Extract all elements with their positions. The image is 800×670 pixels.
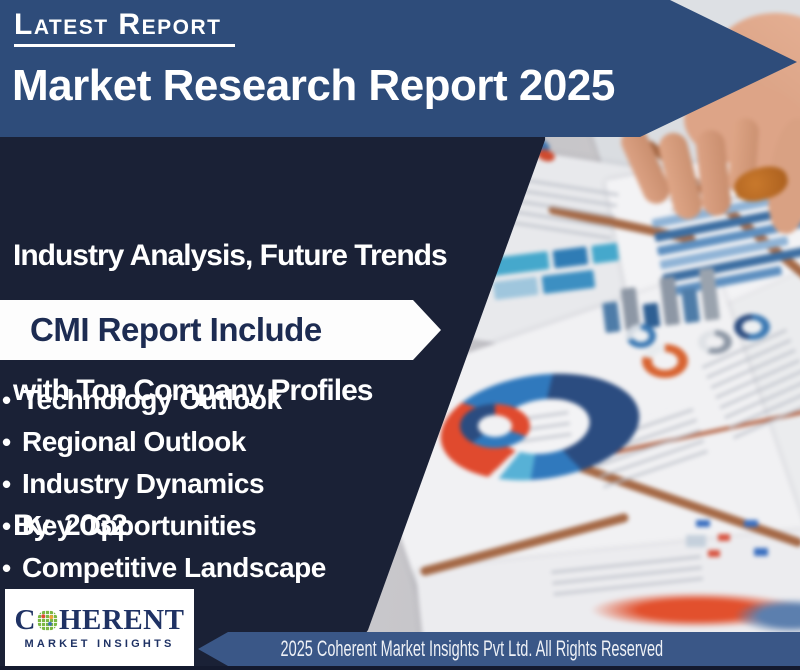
bar bbox=[552, 246, 589, 269]
bottom-strip bbox=[0, 666, 800, 670]
copyright-text: 2025 Coherent Market Insights Pvt Ltd. A… bbox=[280, 636, 663, 661]
chart-legend-marks bbox=[744, 520, 758, 527]
pie-icon bbox=[642, 344, 688, 378]
bar bbox=[659, 276, 681, 326]
bar bbox=[681, 287, 701, 324]
page-title: Market Research Report 2025 bbox=[12, 61, 615, 110]
chart-legend-marks bbox=[718, 534, 730, 541]
pie-icon bbox=[626, 324, 656, 348]
logo-wordmark: C HERENT bbox=[15, 605, 185, 635]
chart-legend-marks bbox=[754, 548, 768, 556]
donut-chart-small bbox=[460, 404, 530, 448]
bar bbox=[698, 267, 721, 321]
pie-icon bbox=[698, 330, 732, 354]
pie-icon bbox=[734, 314, 770, 340]
logo-tagline: MARKET INSIGHTS bbox=[24, 638, 175, 650]
chart-legend-marks bbox=[686, 535, 706, 547]
bar bbox=[591, 242, 620, 264]
coherent-logo: C HERENT MARKET INSIGHTS bbox=[5, 589, 194, 666]
chart-legend-marks bbox=[708, 550, 720, 557]
logo-word-rest: HERENT bbox=[58, 604, 185, 636]
donut-hole bbox=[478, 415, 512, 437]
logo-letter-c: C bbox=[14, 604, 36, 636]
globe-grid-icon bbox=[36, 609, 58, 631]
eyebrow-latest-report: Latest Report bbox=[14, 8, 236, 47]
bar bbox=[602, 301, 621, 334]
copyright-bar: 2025 Coherent Market Insights Pvt Ltd. A… bbox=[198, 632, 800, 666]
chart-legend-marks bbox=[696, 520, 710, 527]
